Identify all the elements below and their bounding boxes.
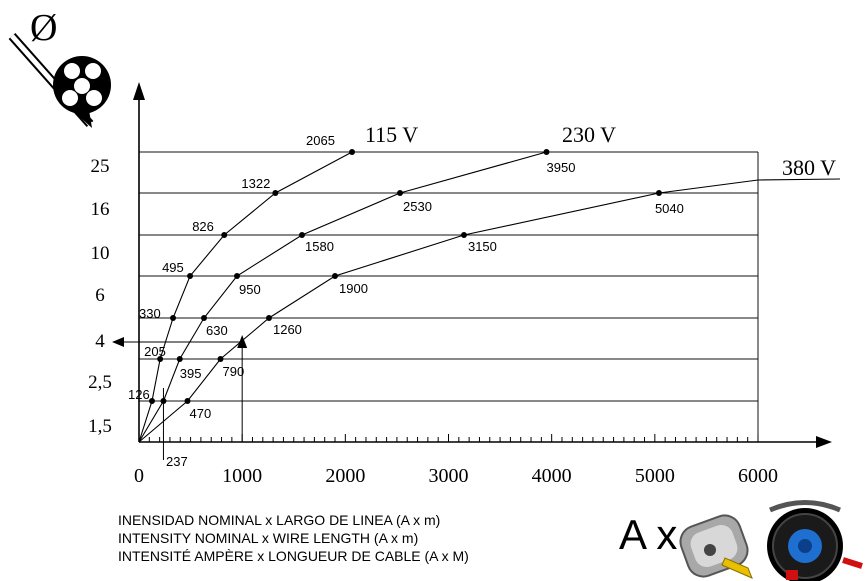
- data-point: [187, 273, 194, 279]
- data-point: [184, 398, 191, 404]
- series-name-label: 230 V: [562, 122, 616, 147]
- data-label: 1580: [305, 239, 334, 254]
- data-label: 3150: [468, 239, 497, 254]
- y-tick-label: 2,5: [88, 372, 112, 393]
- measuring-tape-icon: [679, 514, 753, 579]
- series-line: [138, 151, 353, 443]
- x-axis-arrow: [816, 436, 832, 448]
- data-point: [299, 232, 306, 238]
- data-point: [176, 356, 183, 362]
- data-label: 826: [192, 219, 214, 234]
- y-tick-label: 6: [95, 285, 105, 306]
- y-tick-label: 16: [91, 199, 110, 220]
- x-tick-label: 2000: [325, 465, 365, 487]
- data-label: 205: [144, 344, 166, 359]
- y-tick-label: 25: [91, 156, 110, 177]
- data-label: 495: [162, 260, 184, 275]
- data-label: 630: [206, 323, 228, 338]
- cable-reel-icon: [767, 500, 863, 581]
- data-point: [272, 190, 279, 196]
- chart-axes: [133, 82, 832, 448]
- series-name-label: 115 V: [365, 122, 418, 147]
- data-point: [221, 232, 228, 238]
- data-point: [349, 149, 356, 155]
- y-axis-arrow: [133, 82, 145, 100]
- data-label: 470: [189, 406, 211, 421]
- caption-english: INTENSITY NOMINAL x WIRE LENGTH (A x m): [118, 530, 419, 546]
- cable-cross-section-icon: Ø: [8, 7, 111, 128]
- data-point: [148, 398, 155, 404]
- chart-series: [138, 151, 841, 443]
- data-label: 790: [223, 364, 245, 379]
- x-tick-label: 5000: [635, 465, 675, 487]
- data-label: 395: [180, 366, 202, 381]
- data-point: [397, 190, 404, 196]
- data-point: [157, 356, 164, 362]
- data-label: 2065: [306, 133, 335, 148]
- diameter-symbol: Ø: [30, 7, 57, 49]
- y-tick-labels: 1,5 2,5 4 6 10 16 25: [88, 156, 112, 437]
- amps-times-label: A x: [619, 511, 678, 558]
- x-tick-label: 6000: [738, 465, 778, 487]
- data-point: [217, 356, 224, 362]
- x-tick-label: 0: [134, 465, 144, 487]
- y-tick-label: 1,5: [88, 416, 112, 437]
- caption-french: INTENSITÉ AMPÈRE x LONGUEUR DE CABLE (A …: [118, 548, 469, 564]
- series-line: [138, 151, 547, 443]
- data-label: 950: [239, 282, 261, 297]
- x-ticks: 0 1000 2000 3000 4000 5000 6000: [134, 434, 778, 487]
- data-point: [200, 315, 207, 321]
- data-label: 126: [128, 387, 150, 402]
- marker-label-237: 237: [166, 454, 188, 469]
- x-tick-label: 4000: [532, 465, 572, 487]
- data-point: [655, 190, 662, 196]
- chart-grid: [139, 151, 759, 442]
- data-label: 1322: [241, 176, 270, 191]
- data-point: [543, 149, 550, 155]
- chart-markers: 126 205 330 495 826 1322 2065 115 V 395 630 950 158…: [112, 122, 836, 469]
- data-point: [170, 315, 177, 321]
- data-label: 2530: [403, 199, 432, 214]
- data-point: [234, 273, 241, 279]
- data-point: [332, 273, 339, 279]
- data-point: [460, 232, 467, 238]
- data-point: [265, 315, 272, 321]
- data-label: 1260: [273, 322, 302, 337]
- series-name-label: 380 V: [782, 155, 836, 180]
- caption-spanish: INENSIDAD NOMINAL x LARGO DE LINEA (A x …: [118, 512, 441, 528]
- data-label: 1900: [339, 281, 368, 296]
- data-label: 330: [139, 306, 161, 321]
- x-tick-label: 1000: [222, 465, 262, 487]
- marker-arrow-left: [112, 337, 124, 347]
- data-label: 3950: [547, 160, 576, 175]
- x-tick-label: 3000: [429, 465, 469, 487]
- y-tick-label: 4: [95, 331, 105, 352]
- data-label: 5040: [655, 201, 684, 216]
- y-tick-label: 10: [91, 243, 110, 264]
